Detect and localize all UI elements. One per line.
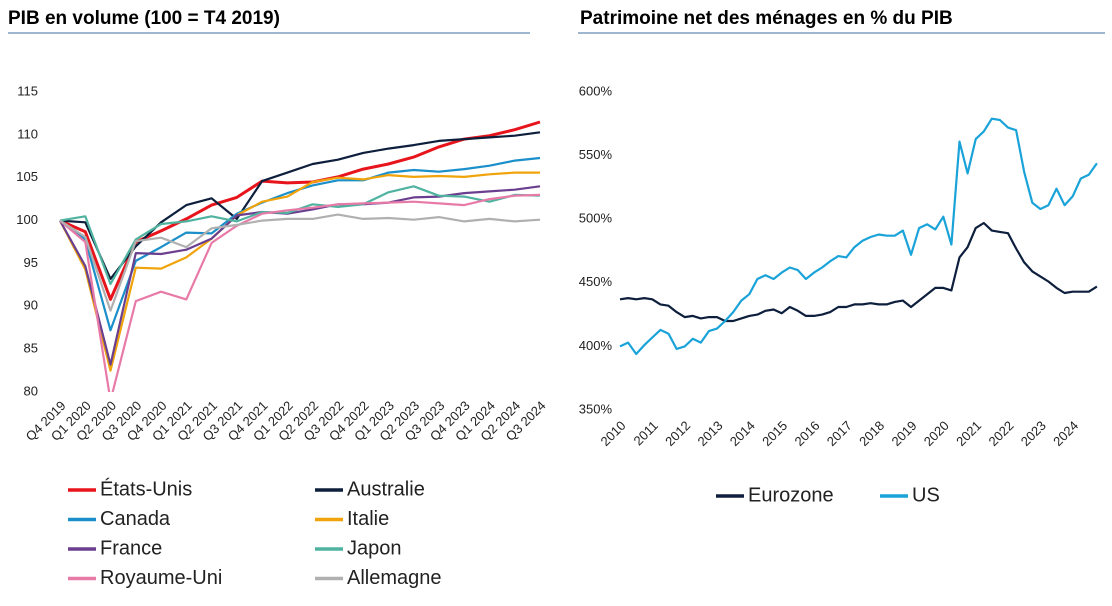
legend-label: Royaume-Uni (100, 567, 222, 589)
legend-label: Japon (347, 537, 402, 559)
y-tick-label: 500% (579, 211, 613, 226)
series-line (619, 221, 1098, 323)
series-line (619, 117, 1098, 356)
y-tick-label: 600% (579, 83, 613, 98)
legend-label: Eurozone (748, 484, 834, 506)
series-line (59, 185, 541, 366)
x-tick-label: 2015 (759, 418, 790, 449)
legend-label: France (100, 537, 162, 559)
y-tick-label: 350% (579, 401, 613, 416)
y-tick-label: 105 (16, 169, 38, 184)
x-tick-label: 2016 (791, 418, 822, 449)
x-tick-label: 2017 (824, 418, 855, 449)
legend-label: Australie (347, 478, 425, 500)
y-tick-label: 550% (579, 147, 613, 162)
y-tick-label: 115 (17, 83, 38, 98)
x-tick-label: 2011 (631, 418, 661, 448)
legend-label: Allemagne (347, 567, 442, 589)
x-tick-label: 2018 (856, 418, 887, 449)
legend-label: US (912, 484, 940, 506)
x-tick-label: 2024 (1050, 418, 1081, 449)
series-line (59, 171, 540, 372)
y-tick-label: 100 (16, 212, 38, 227)
chart-title: PIB en volume (100 = T4 2019) (8, 8, 280, 29)
legend-label: Italie (347, 508, 389, 530)
x-tick-label: 2014 (727, 418, 758, 449)
y-tick-label: 90 (24, 298, 38, 313)
y-tick-label: 450% (579, 274, 613, 289)
x-tick-label: 2013 (694, 418, 725, 449)
x-tick-label: 2020 (921, 418, 952, 449)
y-tick-label: 80 (24, 383, 38, 398)
y-tick-label: 85 (24, 341, 38, 356)
x-tick-label: 2019 (888, 418, 919, 449)
x-tick-label: 2023 (1018, 418, 1049, 449)
x-tick-label: 2010 (597, 418, 628, 449)
legend-label: États-Unis (100, 477, 192, 500)
series-line (59, 193, 541, 392)
y-tick-label: 110 (17, 126, 38, 141)
x-tick-label: 2012 (662, 418, 693, 449)
series-line (59, 213, 541, 312)
series-line (59, 131, 541, 280)
chart-title: Patrimoine net des ménages en % du PIB (580, 8, 953, 29)
y-tick-label: 400% (579, 338, 613, 353)
legend-label: Canada (100, 508, 171, 530)
x-tick-label: 2021 (953, 418, 984, 449)
x-tick-label: 2022 (985, 418, 1016, 449)
y-tick-label: 95 (24, 255, 38, 270)
